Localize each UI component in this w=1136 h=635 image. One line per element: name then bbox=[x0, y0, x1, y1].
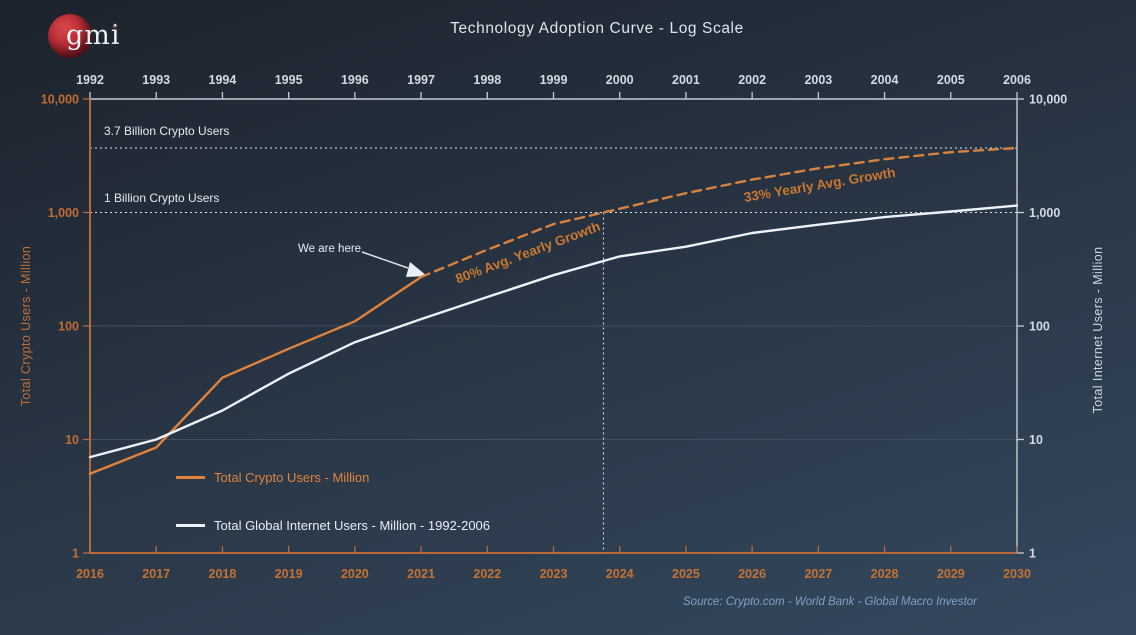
top-axis-year-label: 1993 bbox=[142, 73, 170, 87]
top-axis-year-label: 2006 bbox=[1003, 73, 1031, 87]
left-axis-tick-label: 100 bbox=[58, 320, 79, 334]
reference-label-1-billion: 1 Billion Crypto Users bbox=[104, 191, 220, 205]
legend-label-crypto: Total Crypto Users - Million bbox=[214, 470, 370, 485]
right-axis-tick-label: 10 bbox=[1029, 433, 1043, 447]
bottom-axis-year-label: 2027 bbox=[804, 567, 832, 581]
bottom-axis-year-label: 2020 bbox=[341, 567, 369, 581]
top-axis-year-label: 1999 bbox=[540, 73, 568, 87]
bottom-axis-year-label: 2019 bbox=[275, 567, 303, 581]
legend-label-internet: Total Global Internet Users - Million - … bbox=[214, 518, 491, 533]
legend-item-crypto: Total Crypto Users - Million bbox=[176, 470, 369, 485]
right-axis-tick-label: 100 bbox=[1029, 320, 1050, 334]
legend-swatch-internet bbox=[176, 524, 205, 527]
series-line-internet-users bbox=[88, 204, 1019, 459]
we-are-here-arrow-line bbox=[361, 251, 409, 269]
bottom-axis-year-label: 2030 bbox=[1003, 567, 1031, 581]
legend-swatch-crypto bbox=[176, 476, 205, 479]
gmi-logo-text: gmi bbox=[66, 20, 121, 51]
bottom-axis-year-label: 2016 bbox=[76, 567, 104, 581]
right-axis-tick-label: 1,000 bbox=[1029, 206, 1060, 220]
top-axis-year-label: 1997 bbox=[407, 73, 435, 87]
left-axis-tick-label: 1 bbox=[72, 547, 79, 561]
bottom-axis-year-label: 2025 bbox=[672, 567, 700, 581]
bottom-axis-year-label: 2028 bbox=[871, 567, 899, 581]
bottom-axis-year-label: 2021 bbox=[407, 567, 435, 581]
left-axis-tick-label: 1,000 bbox=[48, 206, 79, 220]
right-axis-tick-label: 1 bbox=[1029, 547, 1036, 561]
bottom-axis-year-label: 2026 bbox=[738, 567, 766, 581]
series-line-crypto-users bbox=[88, 275, 423, 475]
we-are-here-arrowhead-icon bbox=[406, 262, 427, 277]
top-axis-year-label: 1995 bbox=[275, 73, 303, 87]
left-axis-tick-label: 10,000 bbox=[41, 93, 79, 107]
top-axis-year-label: 1998 bbox=[473, 73, 501, 87]
chart-title: Technology Adoption Curve - Log Scale bbox=[450, 20, 744, 37]
bottom-axis-year-label: 2029 bbox=[937, 567, 965, 581]
top-axis-year-label: 1994 bbox=[209, 73, 237, 87]
bottom-axis-year-label: 2018 bbox=[209, 567, 237, 581]
top-axis-year-label: 2000 bbox=[606, 73, 634, 87]
we-are-here-annotation: We are here bbox=[298, 243, 362, 255]
right-axis-tick-label: 10,000 bbox=[1029, 93, 1067, 107]
bottom-axis-year-label: 2022 bbox=[473, 567, 501, 581]
gmi-logo-globe-icon bbox=[48, 14, 92, 58]
top-axis-year-label: 2005 bbox=[937, 73, 965, 87]
series-line-crypto-projection bbox=[419, 146, 1019, 279]
gmi-logo-trademark: + bbox=[112, 22, 118, 32]
left-axis-title: Total Crypto Users - Million bbox=[19, 245, 33, 407]
bottom-axis-year-label: 2024 bbox=[606, 567, 634, 581]
reference-label-3-7-billion: 3.7 Billion Crypto Users bbox=[104, 124, 230, 138]
top-axis-year-label: 2003 bbox=[804, 73, 832, 87]
top-axis-year-label: 1996 bbox=[341, 73, 369, 87]
left-axis-tick-label: 10 bbox=[65, 433, 79, 447]
right-axis-title: Total Internet Users - Million bbox=[1091, 246, 1105, 414]
top-axis-year-label: 2002 bbox=[738, 73, 766, 87]
bottom-axis-year-label: 2017 bbox=[142, 567, 170, 581]
top-axis-year-label: 2001 bbox=[672, 73, 700, 87]
source-credit: Source: Crypto.com - World Bank - Global… bbox=[683, 596, 977, 608]
legend-item-internet: Total Global Internet Users - Million - … bbox=[176, 518, 490, 533]
top-axis-year-label: 2004 bbox=[871, 73, 899, 87]
top-axis-year-label: 1992 bbox=[76, 73, 104, 87]
bottom-axis-year-label: 2023 bbox=[540, 567, 568, 581]
